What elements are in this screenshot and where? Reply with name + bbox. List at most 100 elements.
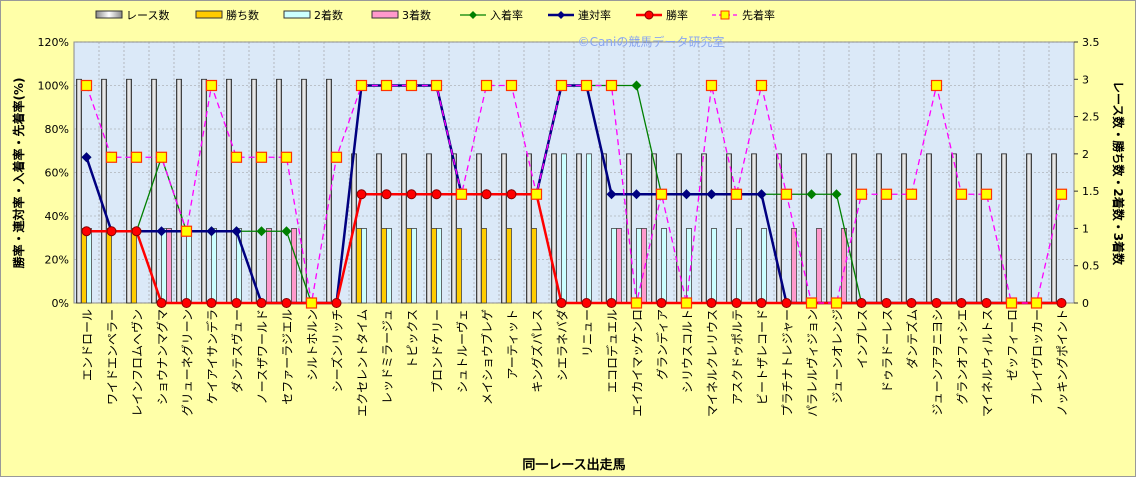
- nyu-point: [631, 80, 642, 91]
- races-bar: [551, 153, 557, 304]
- sen-point: [205, 79, 218, 92]
- sen-point: [530, 188, 543, 200]
- third-bar: [166, 228, 172, 304]
- sen-point: [430, 79, 443, 92]
- x-tick-label: リニュー: [581, 309, 595, 357]
- x-tick-label: エイカイマッケンロ: [631, 309, 645, 417]
- x-tick-label: ドゥラドーレス: [881, 309, 895, 393]
- watermark: ©Caniの競馬データ研究室: [578, 34, 725, 49]
- races-bar: [376, 153, 382, 304]
- second-bar: [661, 228, 667, 304]
- win-rate-point: [406, 189, 417, 200]
- x-tick-label: ジューンアヲニヨシ: [931, 309, 945, 416]
- sen-point: [880, 188, 893, 200]
- sen-point: [130, 151, 143, 163]
- win-rate-point: [906, 298, 917, 308]
- races-bar: [1001, 153, 1007, 304]
- x-tick-label: ショウナンマグマ: [156, 309, 170, 405]
- races-bar: [526, 153, 532, 304]
- ren-point: [606, 189, 617, 200]
- sen-point: [280, 151, 293, 163]
- win-rate-point: [1056, 298, 1067, 308]
- x-tick-label: ブロンドケリー: [430, 309, 445, 393]
- win-rate-point: [881, 298, 892, 308]
- legend-label: 入着率: [490, 8, 523, 22]
- races-bar: [101, 78, 107, 304]
- second-bar: [561, 153, 567, 304]
- legend-marker: [557, 11, 565, 19]
- x-tick-label: エンドロール: [81, 309, 95, 381]
- x-tick-label: ビートザレコード: [756, 309, 770, 405]
- x-tick-label: パラレルヴィジョン: [805, 309, 820, 417]
- right-tick-label: 0.5: [1082, 260, 1100, 273]
- legend-item-6: 勝率: [636, 8, 688, 22]
- left-tick-label: 60%: [45, 167, 69, 180]
- races-bar: [1026, 153, 1032, 304]
- win-rate-point: [956, 298, 967, 308]
- left-tick-label: 0%: [52, 297, 69, 310]
- third-bar: [616, 228, 622, 304]
- win-rate-point: [156, 298, 167, 308]
- x-tick-label: ワイドエンペラー: [106, 309, 120, 405]
- win-rate-point: [206, 298, 217, 308]
- legend-item-3: 3着数: [371, 8, 431, 22]
- second-bar: [736, 228, 742, 304]
- ren-point: [156, 226, 167, 237]
- win-rate-point: [81, 226, 92, 237]
- x-tick-label: シュトルーヴェ: [455, 309, 470, 393]
- races-bar: [876, 153, 882, 304]
- legend-swatch: [283, 10, 311, 19]
- sen-point: [580, 79, 593, 92]
- third-bar: [291, 228, 297, 304]
- right-tick-label: 2: [1082, 148, 1089, 161]
- sen-point: [1005, 297, 1018, 309]
- second-bar: [761, 228, 767, 304]
- x-tick-label: アスクドゥポルテ: [731, 309, 745, 405]
- x-tick-label: セファーラジエル: [281, 309, 295, 405]
- legend-item-1: 勝ち数: [195, 8, 259, 22]
- sen-point: [480, 79, 493, 92]
- sen-point: [380, 79, 393, 92]
- races-bar: [501, 153, 507, 304]
- races-bar: [601, 153, 607, 304]
- sen-point: [605, 79, 618, 92]
- sen-point: [505, 79, 518, 92]
- left-tick-label: 40%: [45, 210, 69, 223]
- x-tick-label: ゼッフィーロ: [1006, 309, 1020, 381]
- win-rate-point: [931, 298, 942, 308]
- x-tick-label: ノースザワールド: [256, 309, 270, 404]
- second-bar: [636, 228, 642, 304]
- right-tick-label: 0: [1082, 297, 1089, 310]
- sen-point: [630, 297, 643, 309]
- races-bar: [76, 78, 82, 304]
- sen-point: [980, 188, 993, 200]
- races-bar: [426, 153, 432, 304]
- x-tick-label: プラチナトレジャー: [781, 309, 795, 416]
- sen-point: [305, 297, 318, 309]
- sen-point: [155, 151, 168, 163]
- second-bar: [186, 228, 192, 304]
- x-tick-label: トピックス: [406, 309, 420, 369]
- win-rate-point: [181, 298, 192, 308]
- legend-marker: [469, 11, 477, 19]
- sen-point: [955, 188, 968, 200]
- x-tick-label: ノッキングポイント: [1056, 309, 1070, 416]
- races-bar: [176, 78, 182, 304]
- sen-point: [255, 151, 268, 163]
- win-rate-point: [556, 298, 567, 308]
- legend-marker: [720, 10, 730, 20]
- wins-bar: [81, 228, 87, 304]
- ren-point: [631, 189, 642, 200]
- sen-point: [655, 188, 668, 200]
- sen-point: [705, 79, 718, 92]
- second-bar: [611, 228, 617, 304]
- x-tick-label: アーティット: [506, 309, 520, 380]
- x-tick-label: メイショウブレゲ: [480, 309, 495, 405]
- right-tick-label: 3: [1082, 73, 1089, 86]
- win-rate-point: [331, 298, 342, 308]
- left-tick-label: 20%: [45, 254, 69, 267]
- win-rate-point: [756, 298, 767, 308]
- races-bar: [901, 153, 907, 304]
